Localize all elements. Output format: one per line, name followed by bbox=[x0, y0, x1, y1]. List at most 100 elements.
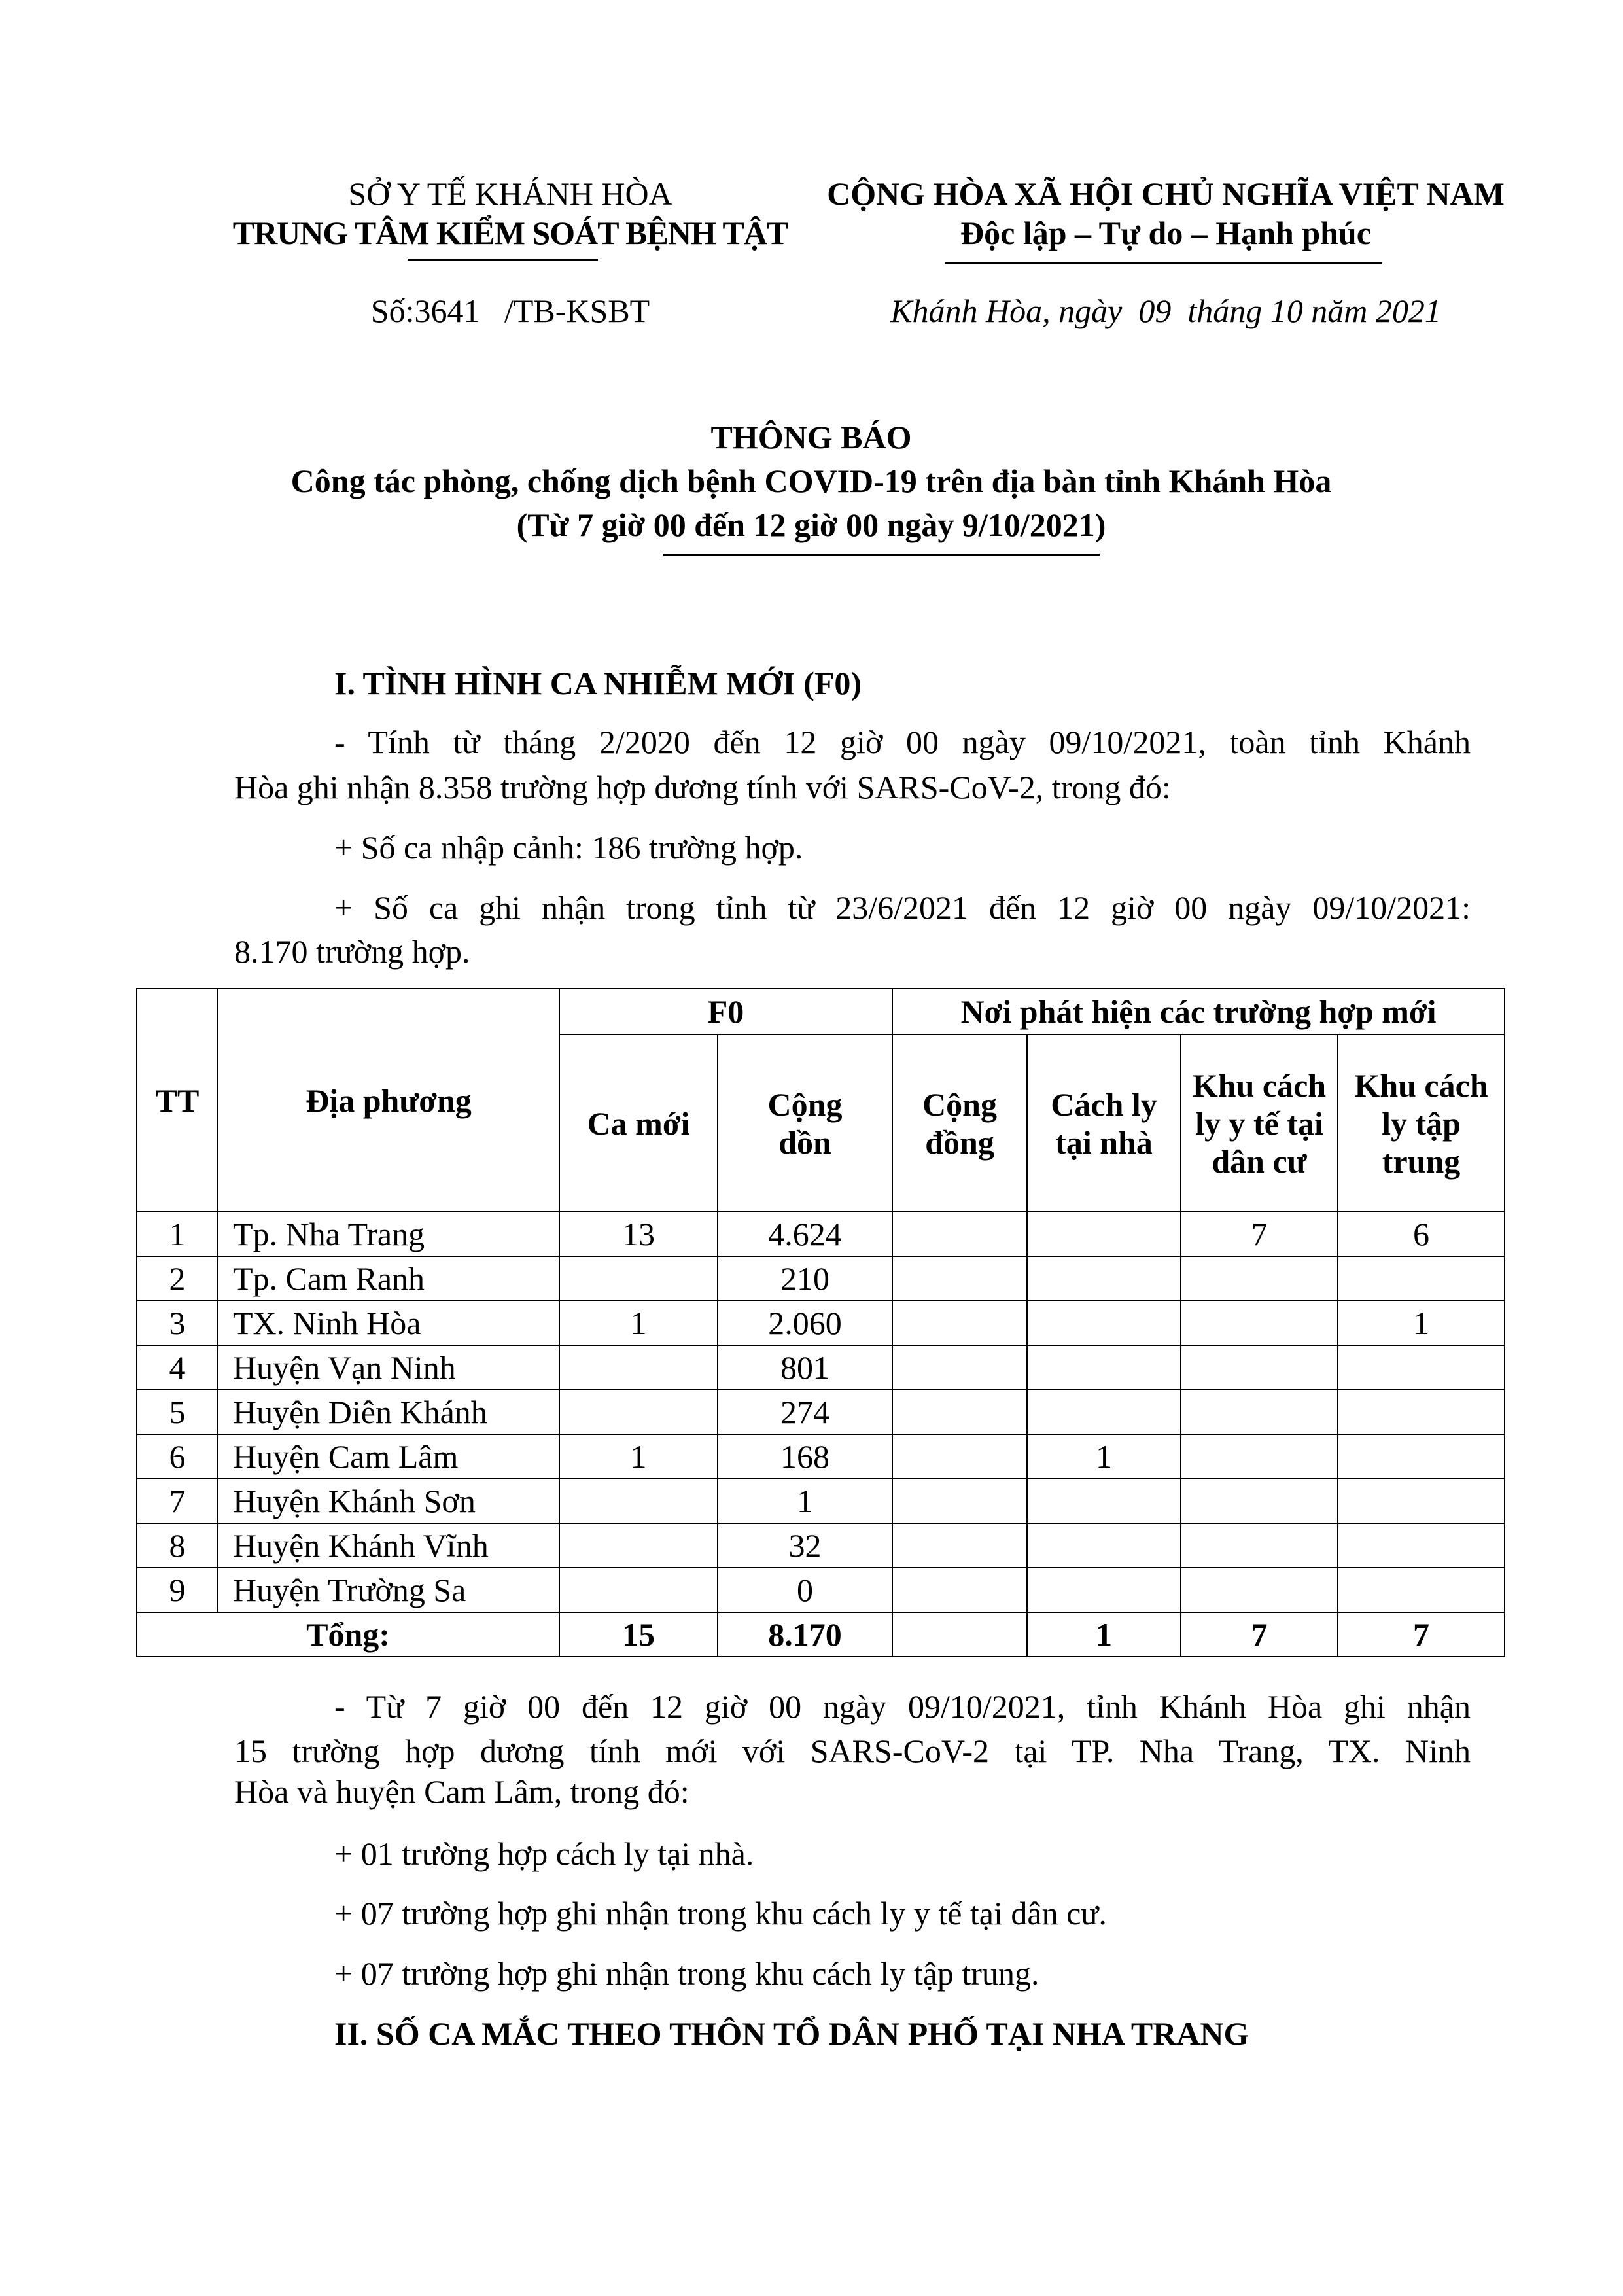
table-row: 4 Huyện Vạn Ninh 801 bbox=[136, 1345, 1506, 1390]
place-date: Khánh Hòa, ngày 09 tháng 10 năm 2021 bbox=[890, 292, 1441, 329]
row-locality: Tp. Nha Trang bbox=[217, 1211, 560, 1257]
row-locality: Huyện Vạn Ninh bbox=[217, 1345, 560, 1390]
paragraph-line: 15 trường hợp dương tính mới với SARS-Co… bbox=[234, 1733, 1471, 1769]
row-new-cases bbox=[559, 1256, 718, 1301]
row-new-cases: 1 bbox=[559, 1300, 718, 1346]
header-central-quarantine: Khu cách ly tập trung bbox=[1337, 1034, 1506, 1212]
row-number: 7 bbox=[136, 1478, 218, 1524]
row-new-cases bbox=[559, 1345, 718, 1390]
row-number: 8 bbox=[136, 1523, 218, 1568]
row-cumulative: 168 bbox=[716, 1434, 894, 1479]
row-home-isolation: 1 bbox=[1026, 1434, 1182, 1479]
row-home-isolation bbox=[1026, 1478, 1182, 1524]
row-new-cases: 13 bbox=[559, 1211, 718, 1257]
row-number: 4 bbox=[136, 1345, 218, 1390]
row-locality: Tp. Cam Ranh bbox=[217, 1256, 560, 1301]
row-central-quarantine bbox=[1337, 1256, 1506, 1301]
header-detected-group: Nơi phát hiện các trường hợp mới bbox=[892, 988, 1506, 1035]
bullet-line: + 07 trường hợp ghi nhận trong khu cách … bbox=[334, 1955, 1039, 1992]
document-period: (Từ 7 giờ 00 đến 12 giờ 00 ngày 9/10/202… bbox=[516, 506, 1106, 543]
row-residential-quarantine bbox=[1180, 1478, 1339, 1524]
header-cumulative: Cộng dồn bbox=[716, 1034, 894, 1212]
paragraph-line: - Từ 7 giờ 00 đến 12 giờ 00 ngày 09/10/2… bbox=[334, 1688, 1471, 1725]
table-row: 5 Huyện Diên Khánh 274 bbox=[136, 1389, 1506, 1435]
row-home-isolation bbox=[1026, 1211, 1182, 1257]
covid-cases-table: TT Địa phương F0 Nơi phát hiện các trườn… bbox=[136, 988, 1506, 1657]
row-community bbox=[892, 1523, 1028, 1568]
row-home-isolation bbox=[1026, 1256, 1182, 1301]
row-locality: Huyện Khánh Sơn bbox=[217, 1478, 560, 1524]
row-new-cases bbox=[559, 1523, 718, 1568]
row-home-isolation bbox=[1026, 1523, 1182, 1568]
total-community bbox=[892, 1612, 1028, 1657]
row-community bbox=[892, 1567, 1028, 1613]
row-locality: Huyện Diên Khánh bbox=[217, 1389, 560, 1435]
row-home-isolation bbox=[1026, 1389, 1182, 1435]
row-residential-quarantine bbox=[1180, 1389, 1339, 1435]
total-label: Tổng: bbox=[136, 1612, 560, 1657]
agency-underline bbox=[408, 259, 598, 261]
row-number: 3 bbox=[136, 1300, 218, 1346]
row-number: 5 bbox=[136, 1389, 218, 1435]
row-residential-quarantine bbox=[1180, 1345, 1339, 1390]
row-residential-quarantine bbox=[1180, 1567, 1339, 1613]
paragraph-line: 8.170 trường hợp. bbox=[234, 933, 470, 970]
total-residential: 7 bbox=[1180, 1612, 1339, 1657]
row-cumulative: 274 bbox=[716, 1389, 894, 1435]
section-2-heading: II. SỐ CA MẮC THEO THÔN TỔ DÂN PHỐ TẠI N… bbox=[334, 2015, 1249, 2052]
header-community: Cộng đồng bbox=[892, 1034, 1028, 1212]
row-central-quarantine bbox=[1337, 1389, 1506, 1435]
national-motto: Độc lập – Tự do – Hạnh phúc bbox=[960, 215, 1371, 251]
row-community bbox=[892, 1300, 1028, 1346]
total-home: 1 bbox=[1026, 1612, 1182, 1657]
row-central-quarantine bbox=[1337, 1345, 1506, 1390]
header-residential-quarantine: Khu cách ly y tế tại dân cư bbox=[1180, 1034, 1339, 1212]
table-total-row: Tổng: 15 8.170 1 7 7 bbox=[136, 1612, 1506, 1657]
total-central: 7 bbox=[1337, 1612, 1506, 1657]
row-number: 9 bbox=[136, 1567, 218, 1613]
row-new-cases: 1 bbox=[559, 1434, 718, 1479]
table-row: 6 Huyện Cam Lâm 1 168 1 bbox=[136, 1434, 1506, 1479]
agency-name: TRUNG TÂM KIỂM SOÁT BỆNH TẬT bbox=[232, 215, 789, 251]
row-community bbox=[892, 1478, 1028, 1524]
header-home-isolation: Cách ly tại nhà bbox=[1026, 1034, 1182, 1212]
row-new-cases bbox=[559, 1389, 718, 1435]
row-new-cases bbox=[559, 1567, 718, 1613]
table-row: 3 TX. Ninh Hòa 1 2.060 1 bbox=[136, 1300, 1506, 1346]
row-community bbox=[892, 1345, 1028, 1390]
row-central-quarantine bbox=[1337, 1478, 1506, 1524]
header-locality: Địa phương bbox=[217, 988, 560, 1212]
national-title: CỘNG HÒA XÃ HỘI CHỦ NGHĨA VIỆT NAM bbox=[827, 175, 1505, 212]
paragraph-line: Hòa và huyện Cam Lâm, trong đó: bbox=[234, 1773, 689, 1810]
row-cumulative: 801 bbox=[716, 1345, 894, 1390]
row-residential-quarantine: 7 bbox=[1180, 1211, 1339, 1257]
agency-parent: SỞ Y TẾ KHÁNH HÒA bbox=[348, 175, 672, 212]
row-residential-quarantine bbox=[1180, 1434, 1339, 1479]
total-cumulative: 8.170 bbox=[716, 1612, 894, 1657]
bullet-line: + 07 trường hợp ghi nhận trong khu cách … bbox=[334, 1895, 1107, 1932]
row-number: 6 bbox=[136, 1434, 218, 1479]
table-row: 1 Tp. Nha Trang 13 4.624 7 6 bbox=[136, 1211, 1506, 1257]
bullet-line: + 01 trường hợp cách ly tại nhà. bbox=[334, 1835, 754, 1872]
row-new-cases bbox=[559, 1478, 718, 1524]
row-central-quarantine bbox=[1337, 1434, 1506, 1479]
row-community bbox=[892, 1211, 1028, 1257]
row-community bbox=[892, 1434, 1028, 1479]
row-residential-quarantine bbox=[1180, 1300, 1339, 1346]
paragraph-line: + Số ca nhập cảnh: 186 trường hợp. bbox=[334, 829, 803, 866]
row-community bbox=[892, 1389, 1028, 1435]
paragraph-line: Hòa ghi nhận 8.358 trường hợp dương tính… bbox=[234, 769, 1171, 805]
paragraph-line: - Tính từ tháng 2/2020 đến 12 giờ 00 ngà… bbox=[334, 724, 1471, 760]
document-title: THÔNG BÁO bbox=[710, 419, 912, 455]
row-cumulative: 2.060 bbox=[716, 1300, 894, 1346]
row-residential-quarantine bbox=[1180, 1256, 1339, 1301]
row-central-quarantine bbox=[1337, 1567, 1506, 1613]
row-home-isolation bbox=[1026, 1567, 1182, 1613]
section-1-heading: I. TÌNH HÌNH CA NHIỄM MỚI (F0) bbox=[334, 665, 862, 701]
table-row: 8 Huyện Khánh Vĩnh 32 bbox=[136, 1523, 1506, 1568]
row-cumulative: 210 bbox=[716, 1256, 894, 1301]
row-central-quarantine bbox=[1337, 1523, 1506, 1568]
row-central-quarantine: 1 bbox=[1337, 1300, 1506, 1346]
row-cumulative: 4.624 bbox=[716, 1211, 894, 1257]
row-residential-quarantine bbox=[1180, 1523, 1339, 1568]
